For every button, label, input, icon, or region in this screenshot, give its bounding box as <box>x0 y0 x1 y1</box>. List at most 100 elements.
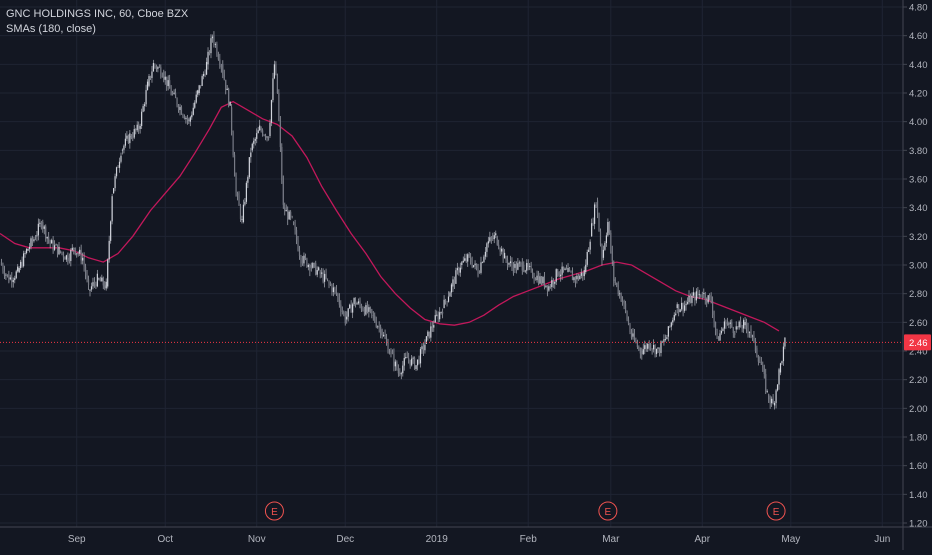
candle-body <box>732 327 734 333</box>
candle-body <box>707 295 709 303</box>
candle-body <box>623 300 625 304</box>
candle-body <box>154 64 156 66</box>
candle-body <box>672 320 674 323</box>
candle-body <box>622 301 624 303</box>
candle-body <box>543 276 546 287</box>
candle-body <box>762 365 764 368</box>
y-tick-label: 2.80 <box>909 289 928 300</box>
candle-body <box>434 315 436 323</box>
candle-body <box>470 257 472 262</box>
candle-body <box>180 107 183 115</box>
candle-body <box>567 267 569 273</box>
candle-body <box>692 292 695 296</box>
candle-body <box>20 261 22 269</box>
candle-body <box>514 263 516 268</box>
candle-body <box>573 277 575 281</box>
candle-body <box>666 337 668 340</box>
candle-body <box>233 154 236 177</box>
candle-body <box>418 359 420 364</box>
candle-body <box>142 106 144 112</box>
candle-body <box>555 269 557 282</box>
candle-body <box>629 324 631 333</box>
candle-body <box>104 285 106 289</box>
last-price-label: 2.46 <box>909 338 928 349</box>
candle-body <box>185 117 187 119</box>
candle-body <box>425 336 427 344</box>
candle-body <box>431 326 433 328</box>
candle-body <box>33 239 35 242</box>
candle-body <box>231 107 233 132</box>
candle-body <box>712 300 714 315</box>
candle-body <box>703 292 705 294</box>
y-tick-label: 1.40 <box>909 490 928 501</box>
candle-body <box>300 256 302 264</box>
candle-body <box>409 359 411 366</box>
candle-body <box>61 251 63 254</box>
candle-body <box>151 71 153 79</box>
y-tick-label: 3.20 <box>909 232 928 243</box>
candle-body <box>654 344 656 355</box>
candle-body <box>111 196 113 222</box>
candle-body <box>492 238 494 240</box>
candle-body <box>477 268 479 276</box>
candle-body <box>42 222 44 229</box>
candle-body <box>611 251 613 262</box>
candle-body <box>449 292 451 297</box>
candle-body <box>772 398 774 405</box>
candle-body <box>548 286 550 291</box>
candle-body <box>759 361 761 363</box>
candle-body <box>363 308 366 315</box>
candle-body <box>632 333 634 337</box>
candle-body <box>753 335 755 339</box>
candle-body <box>771 398 773 404</box>
candle-body <box>626 311 628 320</box>
candle-body <box>502 248 504 259</box>
candle-body <box>560 274 562 277</box>
earnings-marker <box>598 501 618 521</box>
candle-body <box>722 328 724 331</box>
candle-body <box>374 315 376 322</box>
candle-body <box>779 363 782 373</box>
candle-body <box>166 76 168 87</box>
candle-body <box>695 291 697 301</box>
candle-body <box>527 263 529 267</box>
candle-body <box>84 266 87 276</box>
candle-body <box>639 348 641 354</box>
candle-body <box>366 305 368 312</box>
candle-body <box>12 280 14 283</box>
y-tick-label: 2.40 <box>909 347 928 358</box>
candle-body <box>315 263 317 275</box>
candle-body <box>51 240 53 244</box>
candle-body <box>344 313 346 324</box>
candle-body <box>244 201 246 205</box>
candle-body <box>36 235 38 237</box>
candle-body <box>447 296 450 302</box>
candle-body <box>288 211 290 220</box>
candle-body <box>667 326 669 337</box>
last-price-badge <box>904 334 931 351</box>
candle-body <box>198 85 200 93</box>
candle-body <box>614 279 616 284</box>
candle-body <box>602 249 605 258</box>
candle-body <box>709 295 711 297</box>
candle-body <box>99 278 101 282</box>
candle-body <box>450 284 453 293</box>
candle-body <box>312 263 314 268</box>
x-tick-label: Sep <box>68 534 86 545</box>
candle-body <box>34 239 37 241</box>
candle-body <box>352 304 354 313</box>
candle-body <box>217 54 219 60</box>
candle-body <box>281 147 283 181</box>
candle-body <box>114 176 116 189</box>
candle-body <box>256 133 258 139</box>
candle-body <box>301 257 304 264</box>
x-tick-label: Oct <box>157 534 173 545</box>
candle-body <box>307 264 309 267</box>
candle-body <box>170 88 172 96</box>
candle-body <box>325 273 327 279</box>
candle-body <box>247 177 249 183</box>
candle-body <box>49 240 51 244</box>
candle-body <box>39 222 41 224</box>
